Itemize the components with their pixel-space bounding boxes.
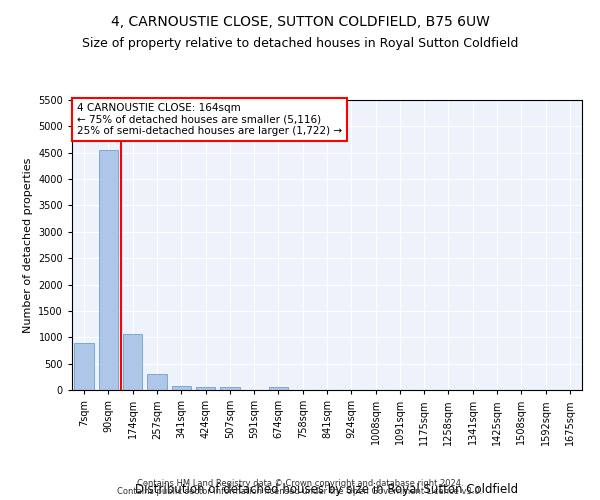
Bar [220, 387, 239, 390]
Bar [172, 386, 191, 390]
Bar [74, 342, 94, 390]
Text: 4, CARNOUSTIE CLOSE, SUTTON COLDFIELD, B75 6UW: 4, CARNOUSTIE CLOSE, SUTTON COLDFIELD, B… [110, 15, 490, 29]
Bar [147, 374, 167, 390]
X-axis label: Distribution of detached houses by size in Royal Sutton Coldfield: Distribution of detached houses by size … [136, 484, 518, 496]
Bar [99, 150, 118, 390]
Bar [269, 387, 288, 390]
Text: Contains public sector information licensed under the Open Government Licence v3: Contains public sector information licen… [118, 487, 482, 496]
Bar [123, 334, 142, 390]
Text: Size of property relative to detached houses in Royal Sutton Coldfield: Size of property relative to detached ho… [82, 38, 518, 51]
Text: Contains HM Land Registry data © Crown copyright and database right 2024.: Contains HM Land Registry data © Crown c… [137, 478, 463, 488]
Text: 4 CARNOUSTIE CLOSE: 164sqm
← 75% of detached houses are smaller (5,116)
25% of s: 4 CARNOUSTIE CLOSE: 164sqm ← 75% of deta… [77, 103, 342, 136]
Bar [196, 387, 215, 390]
Y-axis label: Number of detached properties: Number of detached properties [23, 158, 32, 332]
